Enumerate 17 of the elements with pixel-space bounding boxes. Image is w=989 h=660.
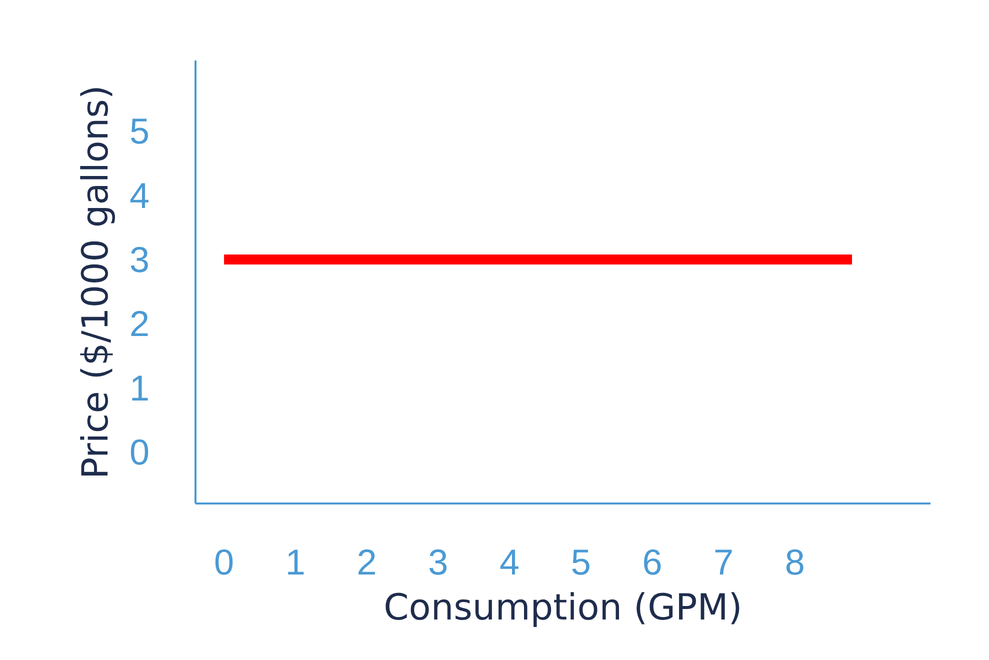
y-tick-label: 1 xyxy=(129,367,150,408)
y-tick-label: 5 xyxy=(129,110,150,152)
x-tick-label: 7 xyxy=(714,542,734,582)
y-axis-title: Price ($/1000 gallons) xyxy=(75,85,116,479)
x-tick-label: 5 xyxy=(570,542,591,582)
x-tick-label: 6 xyxy=(642,542,662,582)
x-tick-label: 3 xyxy=(428,542,448,582)
x-tick-label: 1 xyxy=(285,542,306,582)
y-tick-label: 0 xyxy=(129,432,150,473)
x-tick-label: 4 xyxy=(499,542,520,582)
y-tick-label: 2 xyxy=(129,303,150,344)
y-tick-label: 4 xyxy=(129,174,150,216)
x-tick-label: 8 xyxy=(784,542,805,582)
x-tick-label: 2 xyxy=(356,542,377,582)
y-tick-label: 3 xyxy=(129,239,150,280)
x-axis-title: Consumption (GPM) xyxy=(384,588,742,628)
x-tick-label: 0 xyxy=(214,542,234,582)
